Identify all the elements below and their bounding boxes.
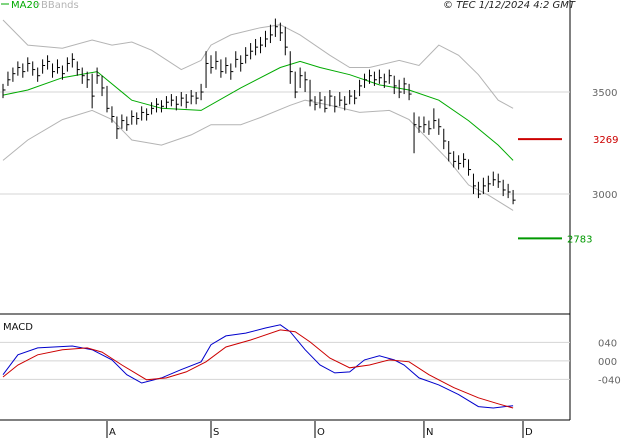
y-tick-label: 3500 <box>592 88 617 99</box>
x-tick-label: O <box>317 427 325 438</box>
plot-background <box>0 0 570 420</box>
x-tick-label: A <box>109 427 116 438</box>
y-tick-label: -040 <box>598 375 621 386</box>
legend-label: MA20 <box>11 0 39 11</box>
bband-lower <box>2 99 514 211</box>
x-tick-label: S <box>213 427 219 438</box>
macd-line <box>2 324 514 409</box>
y-tick-label: 000 <box>598 357 617 368</box>
x-tick-label: D <box>525 427 533 438</box>
legend-label: BBands <box>41 0 79 11</box>
y-tick-label: 3000 <box>592 190 617 201</box>
x-tick-label: N <box>426 427 433 438</box>
panel-title: MACD <box>3 322 33 333</box>
level-label: 3269 <box>593 135 618 146</box>
credit: © TEC 1/12/2024 4:2 GMT <box>443 0 576 11</box>
macd-line <box>2 329 514 409</box>
y-tick-label: 040 <box>598 338 617 349</box>
level-label: 2783 <box>567 234 592 245</box>
